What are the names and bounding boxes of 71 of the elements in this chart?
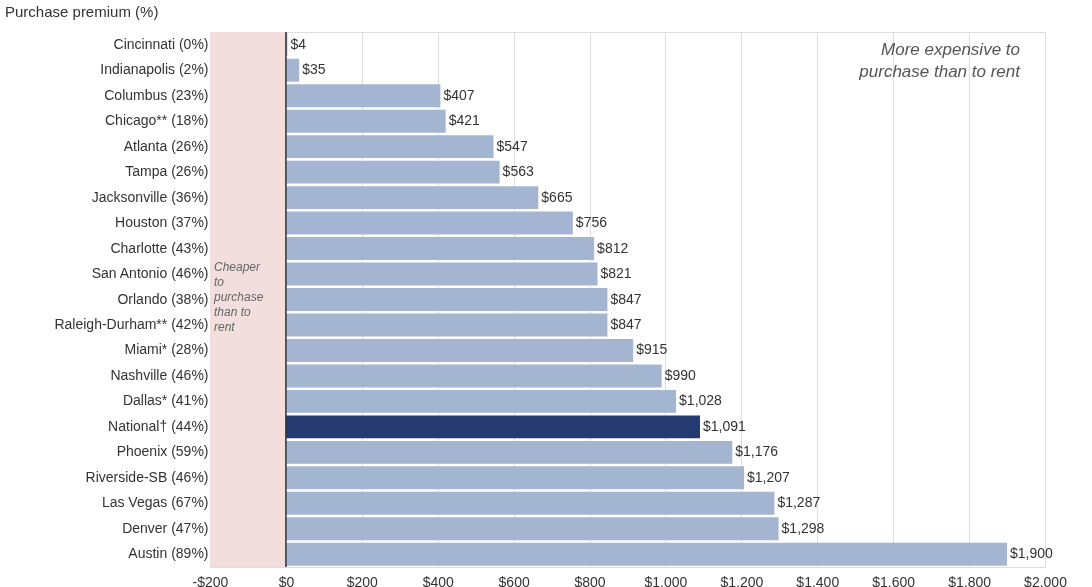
- data-label: $990: [664, 366, 697, 383]
- bar: [285, 491, 775, 515]
- data-label: $1,176: [735, 443, 779, 460]
- bar: [285, 542, 1008, 566]
- y-tick-label: San Antonio (46%): [91, 265, 209, 282]
- y-tick-label: Miami* (28%): [124, 341, 209, 358]
- y-tick-label: Austin (89%): [128, 545, 209, 562]
- y-tick-label: Dallas* (41%): [122, 392, 209, 409]
- y-tick-label: Nashville (46%): [110, 366, 209, 383]
- bar: [285, 160, 500, 184]
- data-label: $847: [610, 315, 642, 332]
- y-tick-label: Houston (37%): [115, 214, 209, 231]
- data-label: $407: [443, 86, 475, 103]
- bar: [285, 313, 608, 337]
- data-label: $1,900: [1010, 545, 1054, 562]
- y-tick-label: Indianapolis (2%): [100, 61, 209, 78]
- data-label: $421: [448, 112, 481, 129]
- x-tick-label: $800: [574, 573, 606, 587]
- data-label: $1,207: [747, 468, 791, 485]
- y-tick-label: Chicago** (18%): [105, 112, 209, 129]
- data-label: $915: [636, 341, 668, 358]
- annotation: More expensive to purchase than to rent: [858, 40, 1022, 81]
- bar: [285, 338, 634, 362]
- y-tick-label: Charlotte (43%): [110, 239, 209, 256]
- bar: [285, 109, 446, 133]
- y-tick-label: Orlando (38%): [117, 290, 209, 307]
- data-label: $563: [502, 163, 534, 180]
- data-label: $1,091: [702, 417, 747, 434]
- bar: [285, 288, 608, 311]
- data-label: $35: [302, 61, 326, 78]
- band-label: Cheaper to purchase than to rent: [213, 260, 264, 335]
- data-label: $4: [290, 35, 307, 52]
- bar: [285, 84, 441, 108]
- data-label: $821: [600, 265, 632, 282]
- x-tick-label: $400: [422, 573, 455, 587]
- bar: [285, 364, 662, 388]
- y-tick-label: Phoenix (59%): [116, 443, 209, 460]
- bar: [285, 58, 300, 82]
- y-tick-label: Jacksonville (36%): [91, 188, 209, 205]
- y-tick-label: Tampa (26%): [125, 163, 209, 180]
- bar: [285, 135, 494, 159]
- data-label: $847: [610, 290, 642, 307]
- bar: [285, 440, 733, 464]
- data-label: $756: [575, 214, 608, 231]
- bar: [285, 186, 539, 210]
- data-label: $547: [496, 137, 528, 154]
- x-tick-label: $0: [278, 573, 295, 587]
- text: Purchase premium (%): [5, 3, 159, 20]
- data-label: $812: [597, 239, 629, 256]
- bar: [285, 389, 677, 413]
- y-tick-label: Cincinnati (0%): [113, 35, 209, 52]
- bar: [285, 262, 598, 286]
- bar: [285, 415, 700, 439]
- data-label: $665: [541, 188, 573, 205]
- data-label: $1,028: [679, 392, 723, 409]
- y-tick-label: Denver (47%): [122, 519, 209, 536]
- data-label: $1,298: [781, 519, 825, 536]
- x-tick-label: $200: [346, 573, 379, 587]
- data-label: $1,287: [777, 494, 821, 511]
- y-tick-label: National† (44%): [108, 417, 209, 434]
- y-tick-label: Atlanta (26%): [123, 137, 209, 154]
- bar: [285, 237, 595, 261]
- bar: [285, 517, 779, 541]
- x-tick-label: $600: [498, 573, 530, 587]
- y-tick-label: Columbus (23%): [104, 86, 209, 103]
- x-tick-label: -$200: [192, 573, 229, 587]
- y-tick-label: Raleigh-Durham** (42%): [54, 315, 209, 332]
- bar: [285, 466, 745, 490]
- y-tick-label: Las Vegas (67%): [101, 494, 209, 511]
- bar: [285, 211, 573, 235]
- y-tick-label: Riverside-SB (46%): [85, 468, 209, 485]
